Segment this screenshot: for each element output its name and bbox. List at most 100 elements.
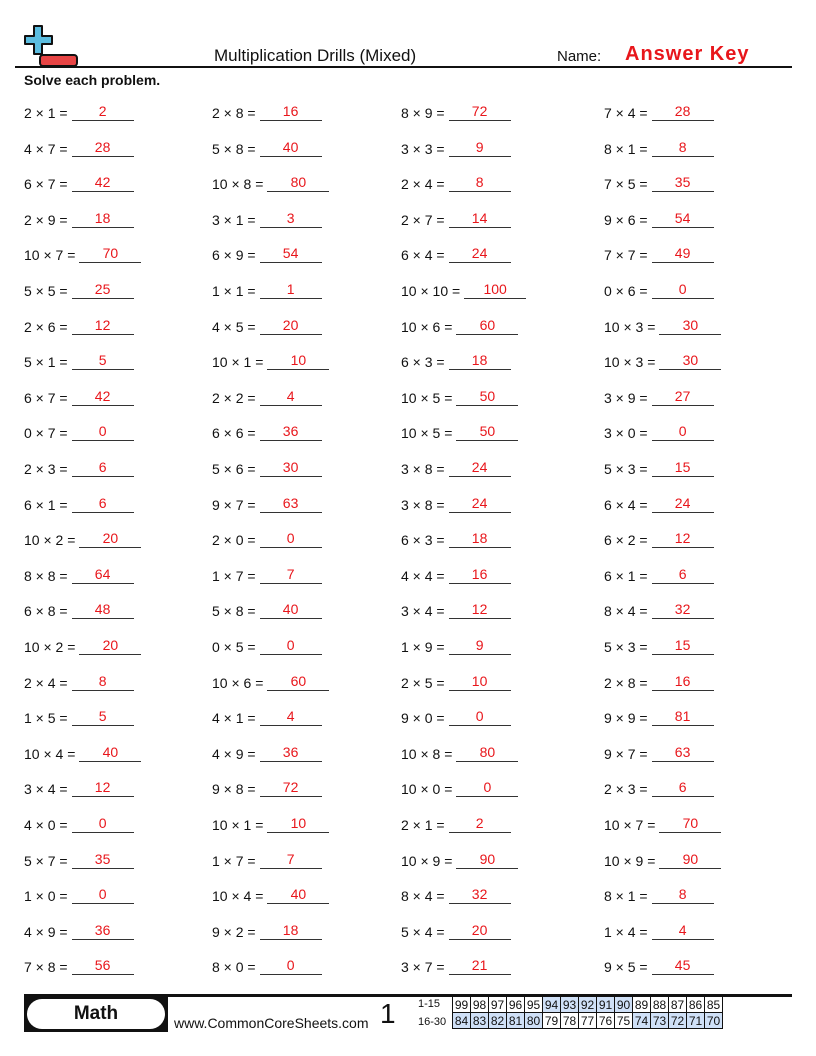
problem-answer[interactable]: 30	[659, 316, 722, 335]
problem-answer[interactable]: 16	[651, 672, 714, 691]
problem-answer[interactable]: 80	[267, 173, 330, 193]
problem-answer[interactable]: 90	[659, 850, 722, 869]
problem-answer[interactable]: 8	[71, 672, 134, 691]
problem-answer[interactable]: 24	[448, 494, 511, 513]
problem-answer[interactable]: 2	[448, 814, 511, 833]
problem-answer[interactable]: 0	[259, 956, 322, 976]
problem-answer[interactable]: 80	[456, 743, 519, 762]
problem-answer[interactable]: 56	[71, 956, 134, 976]
problem-answer[interactable]: 24	[448, 458, 511, 477]
problem-answer[interactable]: 7	[259, 850, 322, 869]
problem-answer[interactable]: 9	[448, 636, 511, 655]
problem-answer[interactable]: 0	[651, 280, 714, 299]
problem-answer[interactable]: 40	[267, 885, 330, 905]
problem-answer[interactable]: 35	[71, 850, 134, 869]
problem-answer[interactable]: 12	[71, 778, 134, 798]
problem-answer[interactable]: 20	[79, 636, 142, 655]
problem-answer[interactable]: 12	[71, 316, 134, 335]
problem-answer[interactable]: 72	[259, 778, 322, 798]
problem-answer[interactable]: 9	[448, 138, 511, 157]
problem-answer[interactable]: 81	[651, 707, 714, 727]
problem-answer[interactable]: 12	[651, 529, 714, 549]
problem-answer[interactable]: 6	[71, 494, 134, 513]
problem-answer[interactable]: 12	[448, 600, 511, 620]
problem-answer[interactable]: 16	[259, 102, 322, 121]
problem-answer[interactable]: 18	[448, 529, 511, 549]
problem-answer[interactable]: 20	[259, 316, 322, 335]
problem-answer[interactable]: 16	[448, 565, 511, 584]
problem-answer[interactable]: 63	[651, 743, 714, 762]
problem-answer[interactable]: 20	[448, 921, 511, 940]
problem-answer[interactable]: 15	[651, 458, 714, 477]
problem-answer[interactable]: 60	[456, 316, 519, 335]
problem-answer[interactable]: 0	[71, 885, 134, 905]
problem-answer[interactable]: 0	[448, 707, 511, 727]
problem-answer[interactable]: 0	[259, 636, 322, 655]
problem-answer[interactable]: 30	[259, 458, 322, 477]
problem-answer[interactable]: 32	[448, 885, 511, 905]
problem-answer[interactable]: 28	[71, 138, 134, 157]
problem-answer[interactable]: 0	[651, 422, 714, 442]
problem-answer[interactable]: 54	[651, 209, 714, 228]
website-link[interactable]: www.CommonCoreSheets.com	[174, 1015, 369, 1031]
problem-answer[interactable]: 28	[651, 102, 714, 121]
problem-answer[interactable]: 63	[259, 494, 322, 513]
problem-answer[interactable]: 90	[456, 850, 519, 869]
problem-answer[interactable]: 35	[651, 173, 714, 193]
problem-answer[interactable]: 0	[456, 778, 519, 798]
problem-answer[interactable]: 6	[651, 565, 714, 584]
problem-answer[interactable]: 10	[267, 351, 330, 371]
problem-answer[interactable]: 5	[71, 351, 134, 371]
problem-answer[interactable]: 2	[71, 102, 134, 121]
problem-answer[interactable]: 6	[71, 458, 134, 477]
problem-answer[interactable]: 42	[71, 173, 134, 193]
problem-answer[interactable]: 4	[651, 921, 714, 940]
problem-answer[interactable]: 36	[259, 743, 322, 762]
problem-answer[interactable]: 24	[448, 244, 511, 264]
problem-answer[interactable]: 27	[651, 387, 714, 406]
problem-answer[interactable]: 10	[448, 672, 511, 691]
problem-answer[interactable]: 14	[448, 209, 511, 228]
problem-answer[interactable]: 64	[71, 565, 134, 584]
problem-answer[interactable]: 48	[71, 600, 134, 620]
problem-answer[interactable]: 36	[259, 422, 322, 442]
problem-answer[interactable]: 49	[651, 244, 714, 264]
problem-answer[interactable]: 8	[651, 885, 714, 905]
problem-answer[interactable]: 70	[79, 244, 142, 264]
problem-answer[interactable]: 18	[448, 351, 511, 371]
problem-answer[interactable]: 15	[651, 636, 714, 655]
problem-answer[interactable]: 4	[259, 707, 322, 727]
problem-answer[interactable]: 18	[259, 921, 322, 940]
problem-answer[interactable]: 40	[259, 600, 322, 620]
problem-answer[interactable]: 7	[259, 565, 322, 584]
problem-answer[interactable]: 40	[259, 138, 322, 157]
problem-answer[interactable]: 40	[79, 743, 142, 762]
problem-answer[interactable]: 21	[448, 956, 511, 976]
problem-answer[interactable]: 10	[267, 814, 330, 833]
problem-answer[interactable]: 45	[651, 956, 714, 976]
problem-answer[interactable]: 42	[71, 387, 134, 406]
problem-answer[interactable]: 36	[71, 921, 134, 940]
problem-answer[interactable]: 3	[259, 209, 322, 228]
problem-answer[interactable]: 0	[259, 529, 322, 549]
problem-answer[interactable]: 18	[71, 209, 134, 228]
problem-answer[interactable]: 1	[259, 280, 322, 299]
problem-answer[interactable]: 50	[456, 387, 519, 406]
problem-answer[interactable]: 50	[456, 422, 519, 442]
problem-answer[interactable]: 25	[71, 280, 134, 299]
problem-answer[interactable]: 60	[267, 672, 330, 691]
problem-answer[interactable]: 100	[464, 280, 527, 299]
problem-answer[interactable]: 8	[448, 173, 511, 193]
problem-answer[interactable]: 32	[651, 600, 714, 620]
problem-answer[interactable]: 0	[71, 422, 134, 442]
problem-answer[interactable]: 20	[79, 529, 142, 549]
problem-answer[interactable]: 54	[259, 244, 322, 264]
problem-answer[interactable]: 0	[71, 814, 134, 833]
problem-answer[interactable]: 4	[259, 387, 322, 406]
problem-answer[interactable]: 6	[651, 778, 714, 798]
problem-answer[interactable]: 70	[659, 814, 722, 833]
problem-answer[interactable]: 5	[71, 707, 134, 727]
problem-answer[interactable]: 24	[651, 494, 714, 513]
problem-answer[interactable]: 72	[448, 102, 511, 121]
problem-answer[interactable]: 8	[651, 138, 714, 157]
